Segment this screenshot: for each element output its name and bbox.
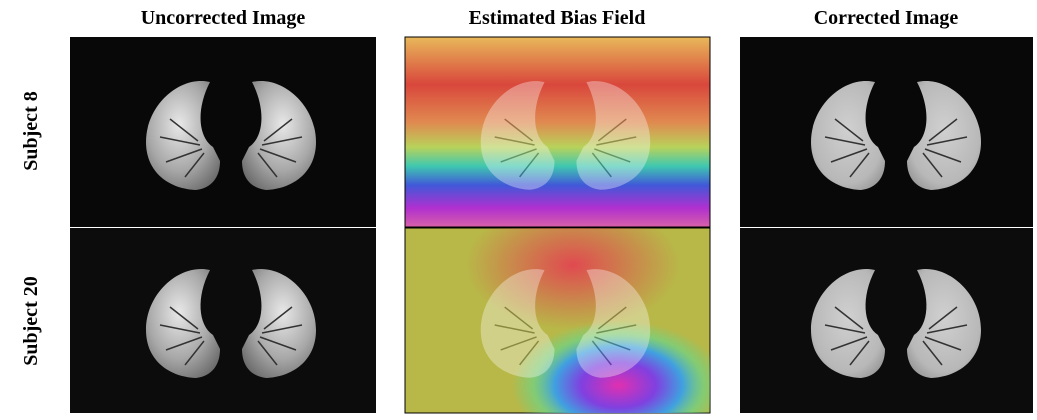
row-label: Subject 8 — [20, 91, 42, 170]
bias-field — [405, 37, 710, 413]
uncorrected-image — [70, 37, 376, 413]
column-title: Estimated Bias Field — [469, 7, 646, 29]
row-label: Subject 20 — [20, 276, 42, 365]
corrected-image — [740, 37, 1033, 413]
column-title: Uncorrected Image — [141, 7, 306, 29]
figure: Uncorrected Image Estimated Bias Field C… — [0, 0, 1037, 415]
column-title: Corrected Image — [814, 7, 959, 29]
